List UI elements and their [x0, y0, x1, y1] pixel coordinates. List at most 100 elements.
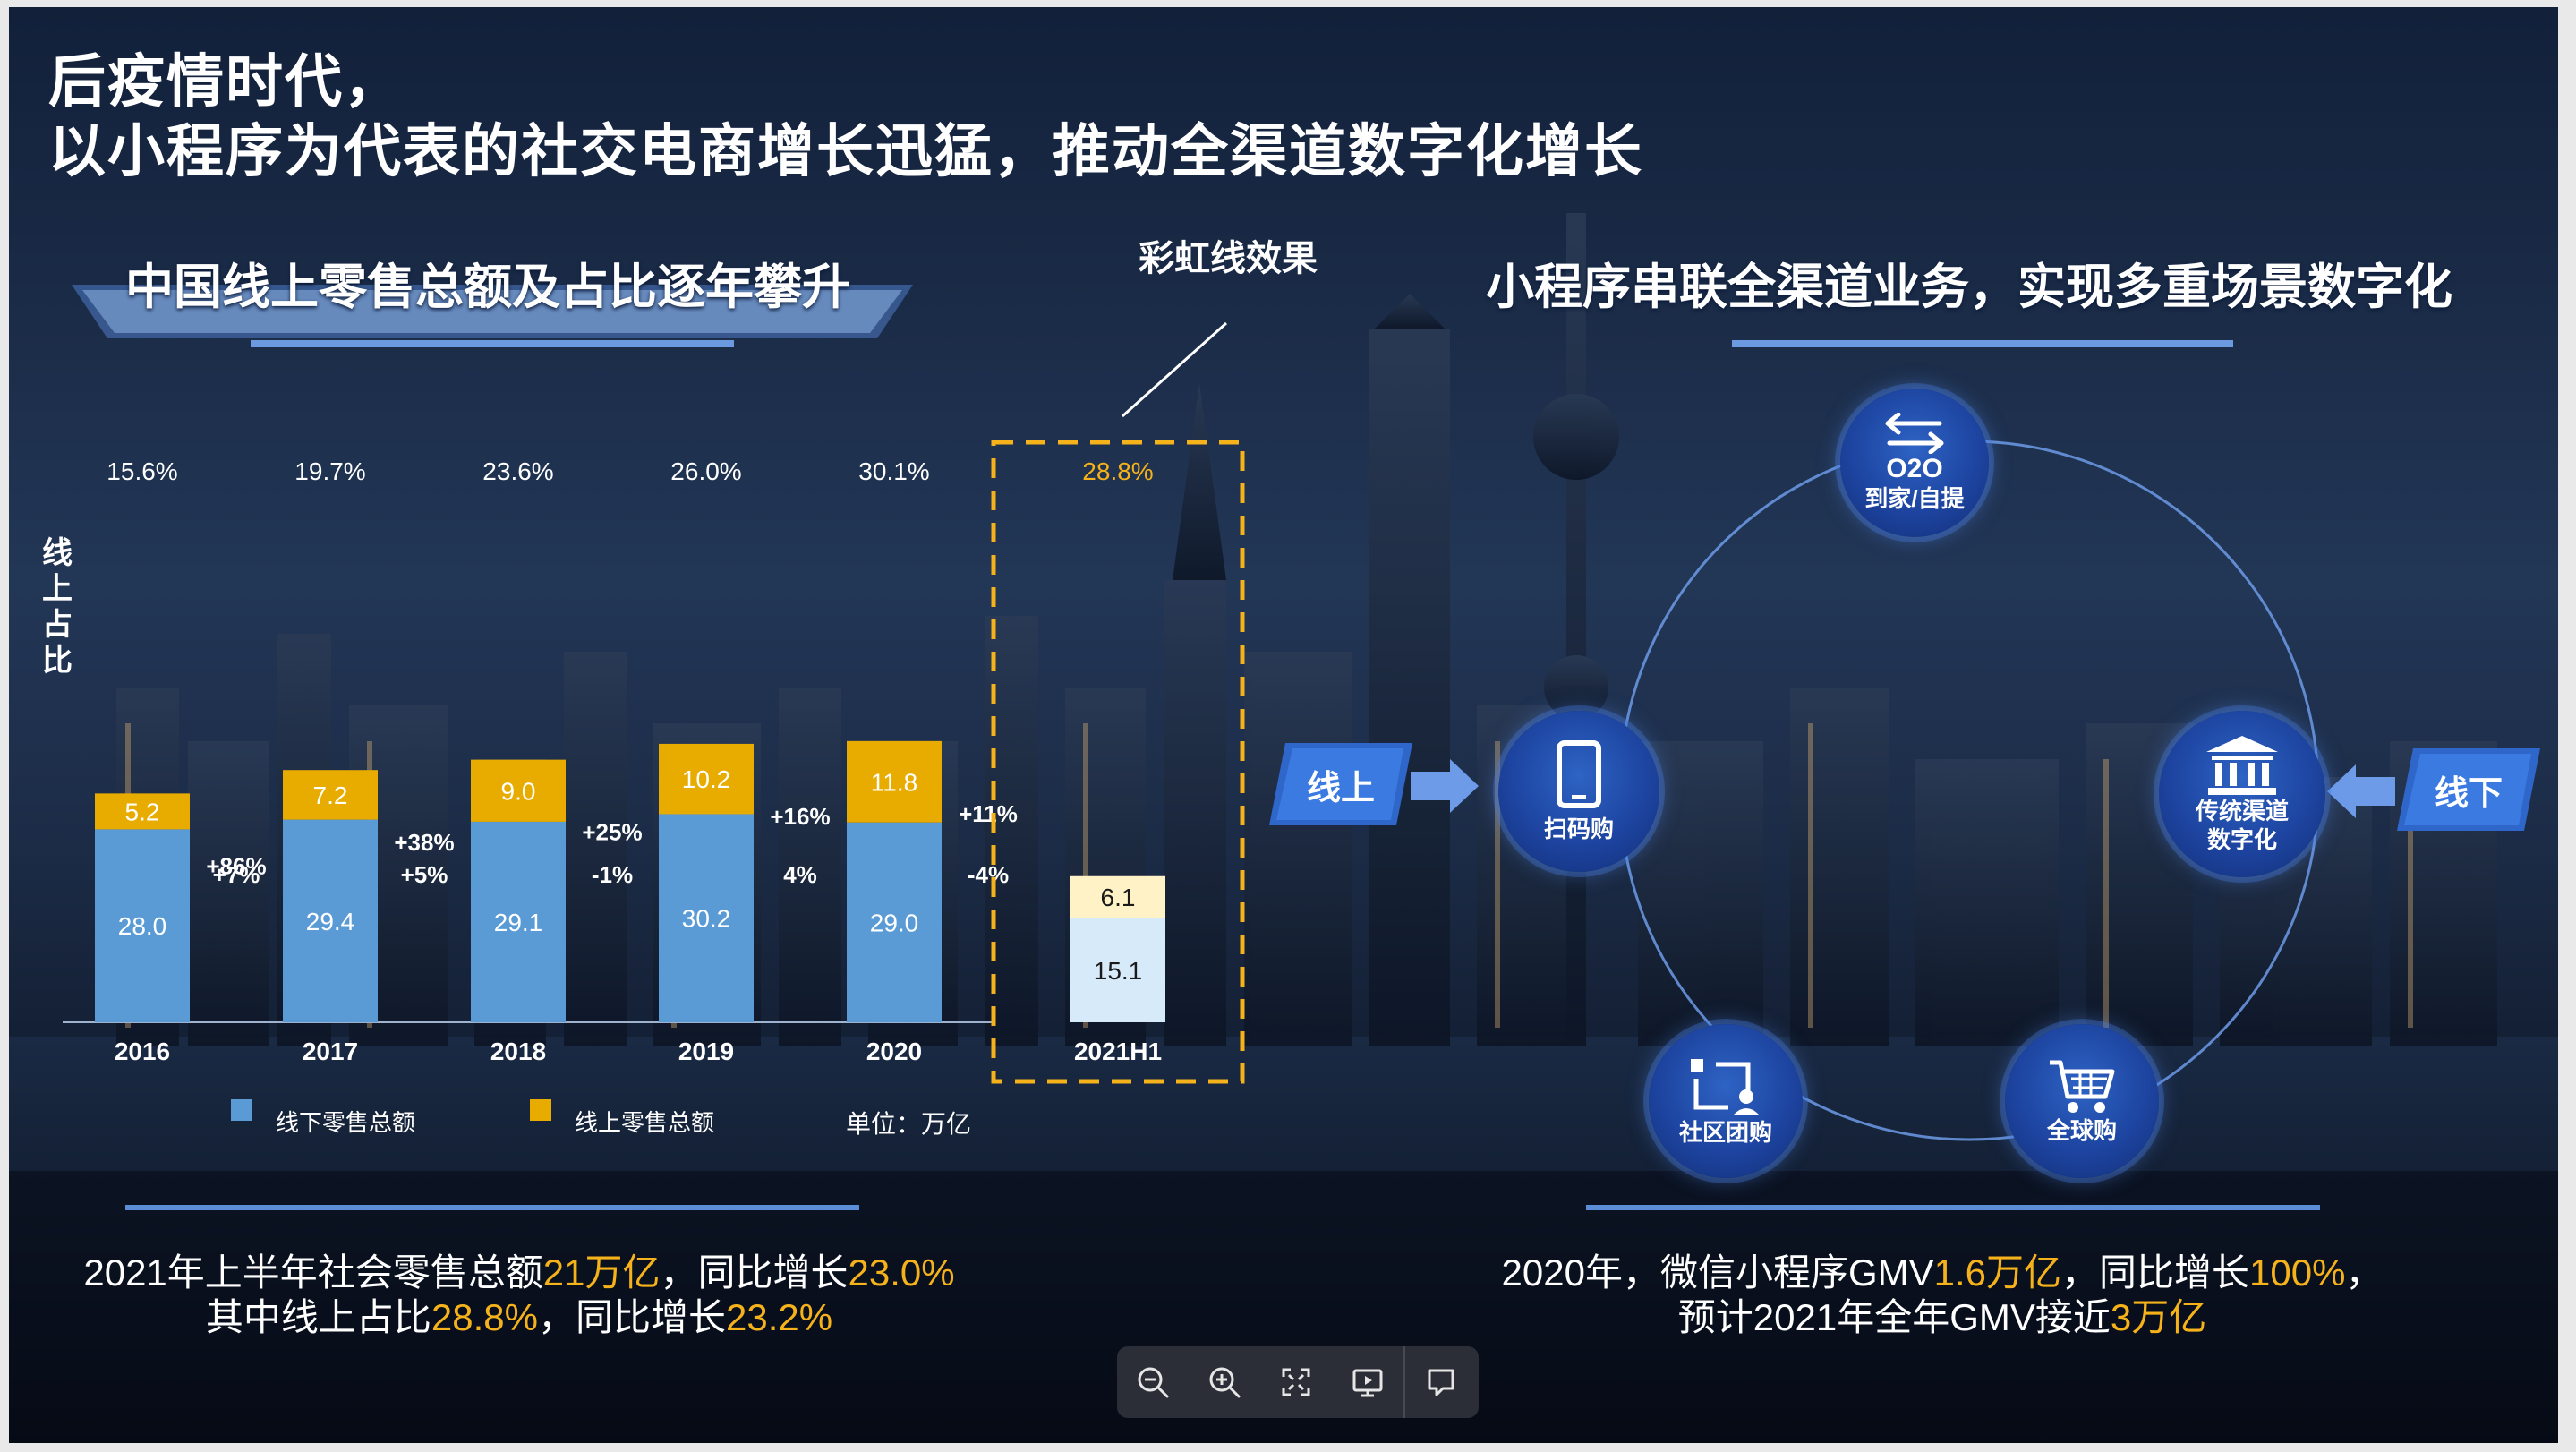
left-caption-line2: 其中线上占比28.8%，同比增长23.2%: [45, 1287, 994, 1342]
node-traditional-label1: 传统渠道: [2195, 798, 2289, 824]
fit-screen-button[interactable]: [1260, 1346, 1332, 1418]
caption-highlight: 23.0%: [848, 1251, 955, 1294]
node-scan-label: 扫码购: [1543, 816, 1614, 842]
zoom-out-button[interactable]: [1117, 1346, 1189, 1418]
online-share-label: 28.8%: [1082, 457, 1153, 485]
caption-text: ，: [2345, 1251, 2384, 1294]
bar-online: [471, 759, 566, 822]
caption-text: 预计2021年全年GMV接近: [1677, 1296, 2111, 1338]
zoom-in-button[interactable]: [1189, 1346, 1260, 1418]
bar-offline: [847, 822, 942, 1022]
bar-online-value: 9.0: [501, 777, 536, 805]
toolbar-separator: [1403, 1346, 1405, 1418]
node-o2o-label1: O2O: [1886, 454, 1943, 483]
left-section-banner: [72, 285, 913, 347]
present-button[interactable]: [1332, 1346, 1403, 1418]
legend-offline-label: 线下零售总额: [276, 1109, 416, 1136]
node-traditional: 传统渠道 数字化: [2159, 711, 2325, 877]
caption-text: 2020年，微信小程序GMV: [1501, 1251, 1934, 1294]
offline-tag-shape: [2397, 748, 2540, 831]
node-o2o-label2: 到家/自提: [1864, 485, 1965, 512]
online-growth-label: +16%: [770, 803, 830, 830]
caption-text: ，同比增长: [538, 1296, 727, 1338]
offline-growth-label: 4%: [783, 861, 817, 888]
bar-online-value: 6.1: [1101, 884, 1136, 911]
bar-offline-value: 15.1: [1094, 957, 1143, 985]
online-share-label: 30.1%: [858, 457, 929, 485]
caption-highlight: 21万亿: [542, 1251, 661, 1294]
node-community: 社区团购: [1649, 1024, 1803, 1178]
x-tick-label: 2021H1: [1074, 1038, 1162, 1065]
caption-text: 2021年上半年社会零售总额: [83, 1251, 543, 1294]
node-global-label: 全球购: [2046, 1117, 2117, 1144]
right-section-title: 小程序串联全渠道业务，实现多重场景数字化: [1486, 261, 2452, 314]
viewer-toolbar: [1117, 1346, 1479, 1418]
slide: 后疫情时代， 以小程序为代表的社交电商增长迅猛，推动全渠道数字化增长 中国线上零…: [9, 7, 2558, 1443]
bar-offline: [1070, 918, 1165, 1022]
comment-icon: [1428, 1369, 1454, 1396]
node-traditional-label2: 数字化: [2206, 826, 2277, 853]
online-tag: 线上: [1306, 769, 1375, 807]
online-share-label: 15.6%: [107, 457, 177, 485]
node-global: 全球购: [2005, 1024, 2159, 1178]
comment-button[interactable]: [1405, 1346, 1477, 1418]
offline-growth-label: -1%: [592, 861, 633, 888]
rainbow-line-label: 彩虹线效果: [1139, 239, 1318, 278]
online-growth-label: +86%: [206, 852, 266, 879]
zoom-out-icon: [1138, 1367, 1169, 1398]
caption-highlight: 23.2%: [726, 1296, 833, 1338]
bar-online-value: 10.2: [682, 765, 731, 793]
online-share-label: 23.6%: [482, 457, 553, 485]
right-caption-line1: 2020年，微信小程序GMV1.6万亿，同比增长100%，: [1405, 1243, 2479, 1297]
node-scan: 扫码购: [1498, 711, 1659, 872]
caption-highlight: 100%: [2249, 1251, 2346, 1294]
online-arrow-icon: [1411, 759, 1479, 813]
cart-icon: [2050, 1060, 2115, 1113]
online-growth-label: +38%: [394, 829, 454, 856]
online-share-label: 26.0%: [670, 457, 741, 485]
retail-bar-chart: 28.0 5.2 2016 15.6% +86%+7% 29.4 7.2 2017 19.7% +…: [63, 440, 1245, 1084]
bar-online: [95, 793, 190, 830]
caption-text: ，同比增长: [2061, 1251, 2250, 1294]
left-caption-line1: 2021年上半年社会零售总额21万亿，同比增长23.0%: [45, 1243, 994, 1297]
online-growth-label: +25%: [582, 819, 642, 846]
caption-text: 其中线上占比: [205, 1296, 431, 1338]
bar-online: [659, 743, 754, 815]
bar-offline: [95, 829, 190, 1022]
slide-title-line1: 后疫情时代，: [48, 49, 403, 114]
y-axis-label: 线上占比: [42, 536, 73, 678]
offline-growth-label: +5%: [401, 861, 448, 888]
left-section-title: 中国线上零售总额及占比逐年攀升: [125, 261, 850, 314]
left-caption-rule: [125, 1205, 859, 1210]
right-caption-rule: [1586, 1205, 2320, 1210]
fit-screen-icon: [1282, 1368, 1310, 1396]
node-o2o: O2O 到家/自提: [1840, 389, 1989, 537]
exchange-arrows-icon: [1885, 413, 1944, 454]
zoom-in-icon: [1209, 1367, 1241, 1398]
caption-highlight: 1.6万亿: [1933, 1251, 2062, 1294]
offline-growth-label: +7%: [213, 861, 260, 888]
caption-highlight: 28.8%: [431, 1296, 538, 1338]
bar-offline-value: 28.0: [118, 912, 167, 940]
x-tick-label: 2017: [303, 1038, 358, 1065]
bar-online: [283, 770, 378, 820]
highlight-box-2021h1: [991, 440, 1245, 1084]
right-caption-line2: 预计2021年全年GMV接近3万亿: [1405, 1287, 2479, 1342]
rainbow-pointer-line: [1121, 321, 1228, 418]
bar-offline-value: 29.4: [306, 908, 355, 935]
x-tick-label: 2019: [678, 1038, 734, 1065]
bar-offline-value: 29.1: [494, 909, 543, 936]
bank-icon: [2206, 736, 2278, 795]
legend-online-label: 线上零售总额: [575, 1109, 715, 1136]
node-community-label: 社区团购: [1678, 1119, 1772, 1146]
online-growth-label: +11%: [959, 800, 1018, 827]
legend-offline-swatch: [231, 1099, 252, 1121]
unit-label: 单位：万亿: [846, 1110, 972, 1138]
present-icon: [1352, 1369, 1383, 1397]
slide-title-line2: 以小程序为代表的社交电商增长迅猛，推动全渠道数字化增长: [48, 119, 1643, 184]
offline-tag: 线下: [2434, 774, 2503, 813]
x-tick-label: 2020: [866, 1038, 922, 1065]
bar-online-value: 7.2: [313, 782, 348, 809]
bar-online: [1070, 875, 1165, 918]
phone-icon: [1557, 740, 1601, 808]
